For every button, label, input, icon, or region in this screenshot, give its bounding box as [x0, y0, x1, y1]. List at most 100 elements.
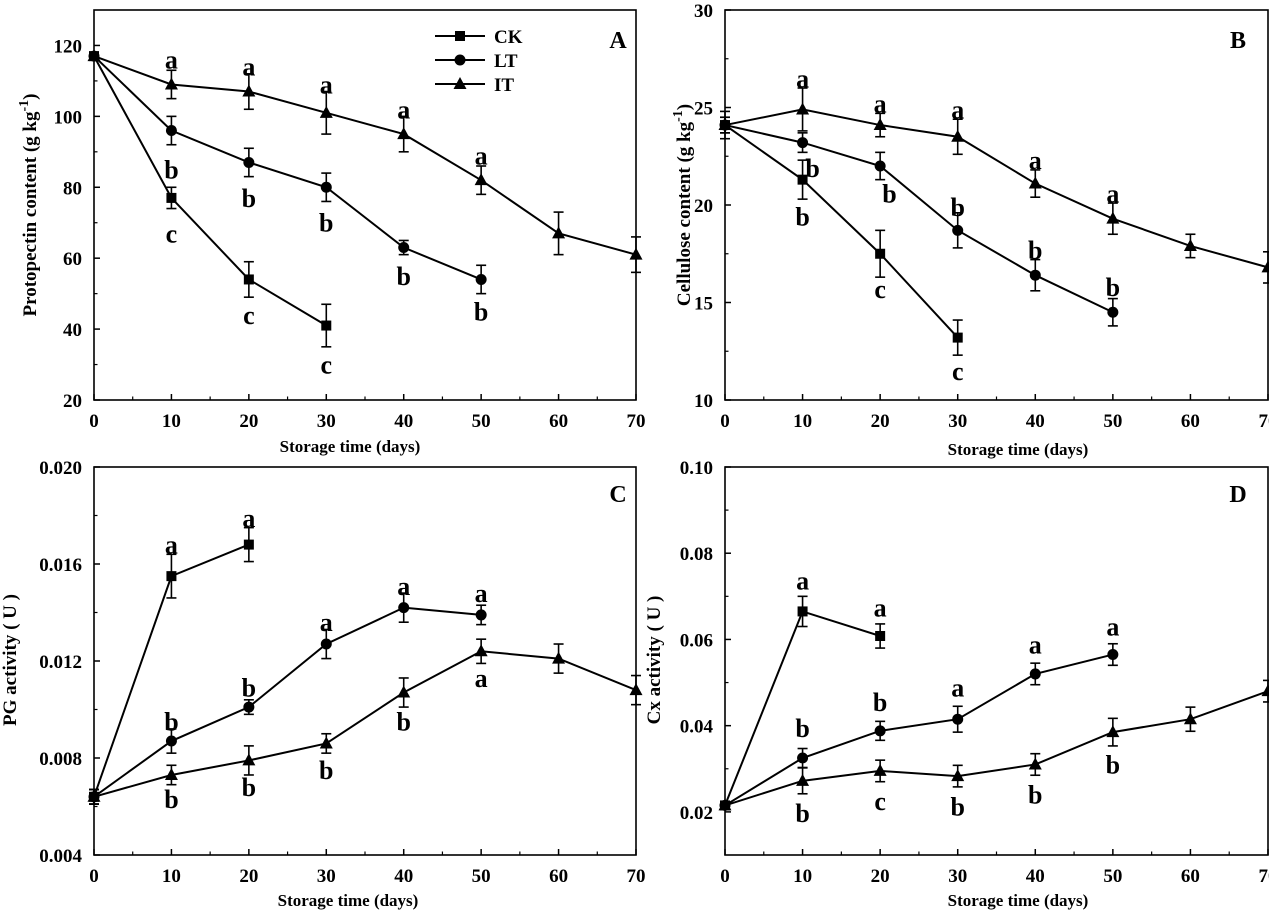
significance-letter: a — [951, 95, 964, 124]
data-point — [1261, 684, 1269, 697]
x-axis-label: Storage time (days) — [948, 440, 1089, 459]
y-axis-label-superscript: -1 — [671, 110, 686, 122]
y-tick-label: 100 — [54, 107, 83, 128]
data-point — [474, 644, 488, 657]
data-point — [398, 602, 410, 614]
data-point — [165, 735, 177, 747]
x-tick-label: 30 — [317, 866, 336, 887]
data-point — [797, 137, 809, 149]
significance-letter: b — [396, 262, 410, 291]
legend-label: LT — [494, 51, 518, 72]
x-tick-label: 10 — [793, 866, 812, 887]
significance-letter: a — [397, 572, 410, 601]
data-point — [552, 226, 566, 239]
x-tick-label: 50 — [1103, 411, 1122, 432]
data-point — [952, 224, 964, 236]
significance-letter: a — [475, 664, 488, 693]
significance-letter: a — [1106, 179, 1119, 208]
data-point — [475, 609, 487, 621]
y-axis-label-superscript: -1 — [17, 100, 32, 112]
series-line — [93, 55, 482, 281]
series-it — [87, 638, 643, 805]
series-it — [718, 679, 1269, 811]
data-point — [951, 129, 965, 142]
legend-marker — [453, 77, 467, 89]
x-tick-label: 40 — [394, 866, 413, 887]
panel-d: 0 10 20 30 40 50 60 70 0.02 0.04 0.06 0.08 0.10 Stora… — [644, 458, 1269, 910]
series-line — [724, 124, 1114, 314]
y-tick-label: 20 — [694, 196, 713, 217]
y-tick-label: 0.004 — [39, 846, 82, 867]
data-point — [397, 685, 411, 698]
y-axis-label-text: Cellulose content (g kg — [674, 121, 695, 306]
significance-letter: b — [319, 756, 333, 785]
data-point — [243, 701, 255, 713]
significance-letter: b — [795, 799, 809, 828]
data-point — [166, 192, 177, 203]
significance-letter: b — [1028, 781, 1042, 810]
significance-letter: b — [242, 674, 256, 703]
series-ck — [720, 110, 963, 356]
data-point — [87, 789, 101, 802]
significance-letter: a — [1029, 631, 1042, 660]
significance-letter: b — [950, 193, 964, 222]
x-tick-label: 10 — [162, 411, 181, 432]
data-point — [1107, 306, 1119, 318]
series-it — [718, 87, 1269, 284]
x-tick-label: 40 — [1026, 411, 1045, 432]
x-tick-label: 70 — [627, 866, 646, 887]
legend-label: CK — [494, 27, 523, 48]
x-tick-label: 30 — [317, 411, 336, 432]
y-tick-label: 0.02 — [680, 803, 713, 824]
significance-letter: a — [165, 46, 178, 75]
x-tick-label: 20 — [871, 411, 890, 432]
data-point — [797, 752, 809, 764]
data-point — [243, 539, 254, 550]
series-line — [93, 606, 482, 798]
panel-b: 0 10 20 30 40 50 60 70 10 15 20 25 30 Storage time (d… — [671, 1, 1269, 459]
significance-letter: a — [320, 608, 333, 637]
panel-c: 0 10 20 30 40 50 60 70 0.004 0.008 0.012 0.016 0.020… — [0, 458, 646, 910]
panel-a: 0 10 20 30 40 50 60 70 20 40 60 80 100 120 Storage tim… — [17, 9, 646, 456]
significance-letter: b — [1028, 236, 1042, 265]
data-point — [875, 630, 886, 641]
data-point — [242, 753, 256, 766]
x-tick-label: 20 — [239, 411, 258, 432]
significance-letter: a — [397, 95, 410, 124]
series-lt — [88, 592, 487, 805]
significance-letter: b — [805, 154, 819, 183]
data-point — [873, 763, 887, 776]
panel-letter: B — [1230, 28, 1246, 54]
significance-letter: c — [321, 351, 333, 380]
panel-letter: D — [1229, 482, 1246, 508]
x-tick-label: 70 — [627, 411, 646, 432]
y-tick-label: 0.012 — [39, 652, 82, 673]
series-line — [724, 108, 1269, 269]
series-line — [93, 55, 327, 327]
data-point — [951, 769, 965, 782]
data-point — [1261, 260, 1269, 273]
significance-letter: b — [164, 156, 178, 185]
y-tick-label: 10 — [694, 391, 713, 412]
significance-letter: a — [796, 566, 809, 595]
data-point — [242, 84, 256, 97]
data-point — [319, 736, 333, 749]
series-ck — [89, 51, 332, 348]
data-point — [875, 248, 886, 259]
y-tick-label: 120 — [54, 36, 83, 57]
data-point — [952, 332, 963, 343]
significance-letter: a — [242, 504, 255, 533]
data-point — [629, 247, 643, 260]
data-point — [475, 273, 487, 285]
x-axis-label: Storage time (days) — [280, 437, 421, 456]
series-line — [724, 653, 1114, 807]
series-line — [93, 650, 637, 798]
significance-letter: b — [795, 714, 809, 743]
data-point — [1028, 757, 1042, 770]
data-point — [321, 320, 332, 331]
data-point — [718, 118, 732, 131]
data-point — [797, 606, 808, 617]
x-tick-label: 20 — [239, 866, 258, 887]
data-point — [552, 651, 566, 664]
x-tick-label: 50 — [472, 866, 491, 887]
